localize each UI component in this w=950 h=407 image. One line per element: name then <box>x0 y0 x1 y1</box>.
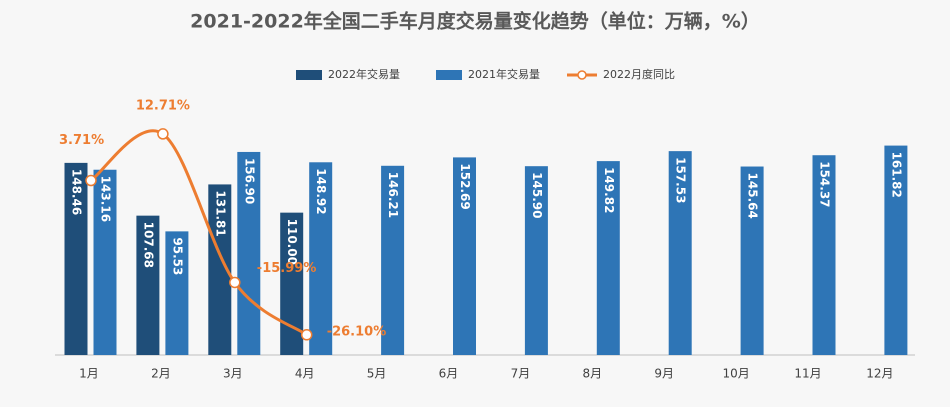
legend-swatch <box>577 70 587 80</box>
x-tick-label: 1月 <box>79 367 99 381</box>
x-tick-label: 6月 <box>439 367 459 381</box>
x-tick-label: 10月 <box>722 367 749 381</box>
bar <box>381 165 405 355</box>
bar <box>453 157 476 355</box>
x-tick-label: 3月 <box>223 367 243 381</box>
bar <box>136 215 160 355</box>
bar <box>93 169 117 355</box>
x-tick-label: 4月 <box>295 367 315 381</box>
bar-value-label: 161.82 <box>889 152 903 198</box>
bar <box>884 145 908 355</box>
bar <box>208 184 232 355</box>
line <box>90 129 308 337</box>
bar-value-label: 149.82 <box>602 167 616 213</box>
line-point <box>300 329 313 341</box>
legend-swatch <box>296 70 322 80</box>
bar-value-label: 148.92 <box>314 168 328 214</box>
bar <box>309 162 333 355</box>
x-tick-label: 9月 <box>654 367 674 381</box>
bar-value-label: 131.81 <box>213 190 227 236</box>
x-tick-label: 7月 <box>511 367 531 381</box>
bar-value-label: 145.90 <box>530 172 544 218</box>
bar <box>64 162 88 355</box>
bar <box>596 161 620 355</box>
bar <box>524 166 548 355</box>
bar-value-label: 95.53 <box>170 237 184 275</box>
line-point <box>157 128 169 140</box>
bar-value-label: 148.46 <box>70 169 84 215</box>
x-tick-label: 5月 <box>367 367 387 381</box>
bar-value-label: 145.64 <box>746 173 760 219</box>
bar <box>812 155 836 355</box>
line-point <box>229 276 241 289</box>
bar-value-label: 156.90 <box>242 158 256 204</box>
legend-label: 2022年交易量 <box>328 67 400 81</box>
bar <box>668 151 692 355</box>
x-tick-label: 2月 <box>151 367 171 381</box>
line-value-label: 12.71% <box>136 98 190 113</box>
legend-label: 2021年交易量 <box>468 67 540 81</box>
x-tick-label: 8月 <box>582 367 602 381</box>
bar <box>740 166 764 355</box>
bar-value-label: 152.69 <box>458 163 472 209</box>
line-value-label: -15.99% <box>257 261 317 276</box>
bar-value-label: 110.00 <box>285 219 299 265</box>
legend-swatch <box>436 70 462 80</box>
x-tick-label: 11月 <box>794 367 821 381</box>
line-value-label: 3.71% <box>59 133 104 148</box>
bar-value-label: 146.21 <box>386 172 400 218</box>
line-point <box>85 174 97 187</box>
bar <box>165 231 189 355</box>
chart-title: 2021-2022年全国二手车月度交易量变化趋势（单位：万辆，%） <box>190 10 760 33</box>
line-value-label: -26.10% <box>327 324 387 339</box>
legend-label: 2022月度同比 <box>603 67 675 81</box>
bar-value-label: 143.16 <box>99 176 113 222</box>
bar-value-label: 107.68 <box>141 222 155 268</box>
bar-value-label: 154.37 <box>818 161 832 207</box>
bar <box>280 212 304 355</box>
bar-value-label: 157.53 <box>674 157 688 203</box>
x-tick-label: 12月 <box>866 367 893 381</box>
legend: 2022年交易量 2021年交易量 2022月度同比 <box>296 67 675 81</box>
